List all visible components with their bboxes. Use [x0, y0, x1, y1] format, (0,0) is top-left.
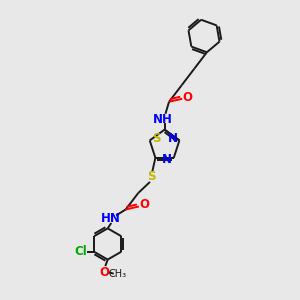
Text: NH: NH — [153, 113, 173, 126]
Text: N: N — [168, 132, 178, 146]
Text: HN: HN — [101, 212, 121, 225]
Text: O: O — [100, 266, 110, 279]
Text: S: S — [147, 170, 155, 183]
Text: S: S — [152, 132, 160, 146]
Text: Cl: Cl — [74, 245, 87, 258]
Text: CH₃: CH₃ — [108, 269, 126, 279]
Text: O: O — [183, 91, 193, 104]
Text: O: O — [139, 199, 149, 212]
Text: N: N — [162, 153, 172, 166]
